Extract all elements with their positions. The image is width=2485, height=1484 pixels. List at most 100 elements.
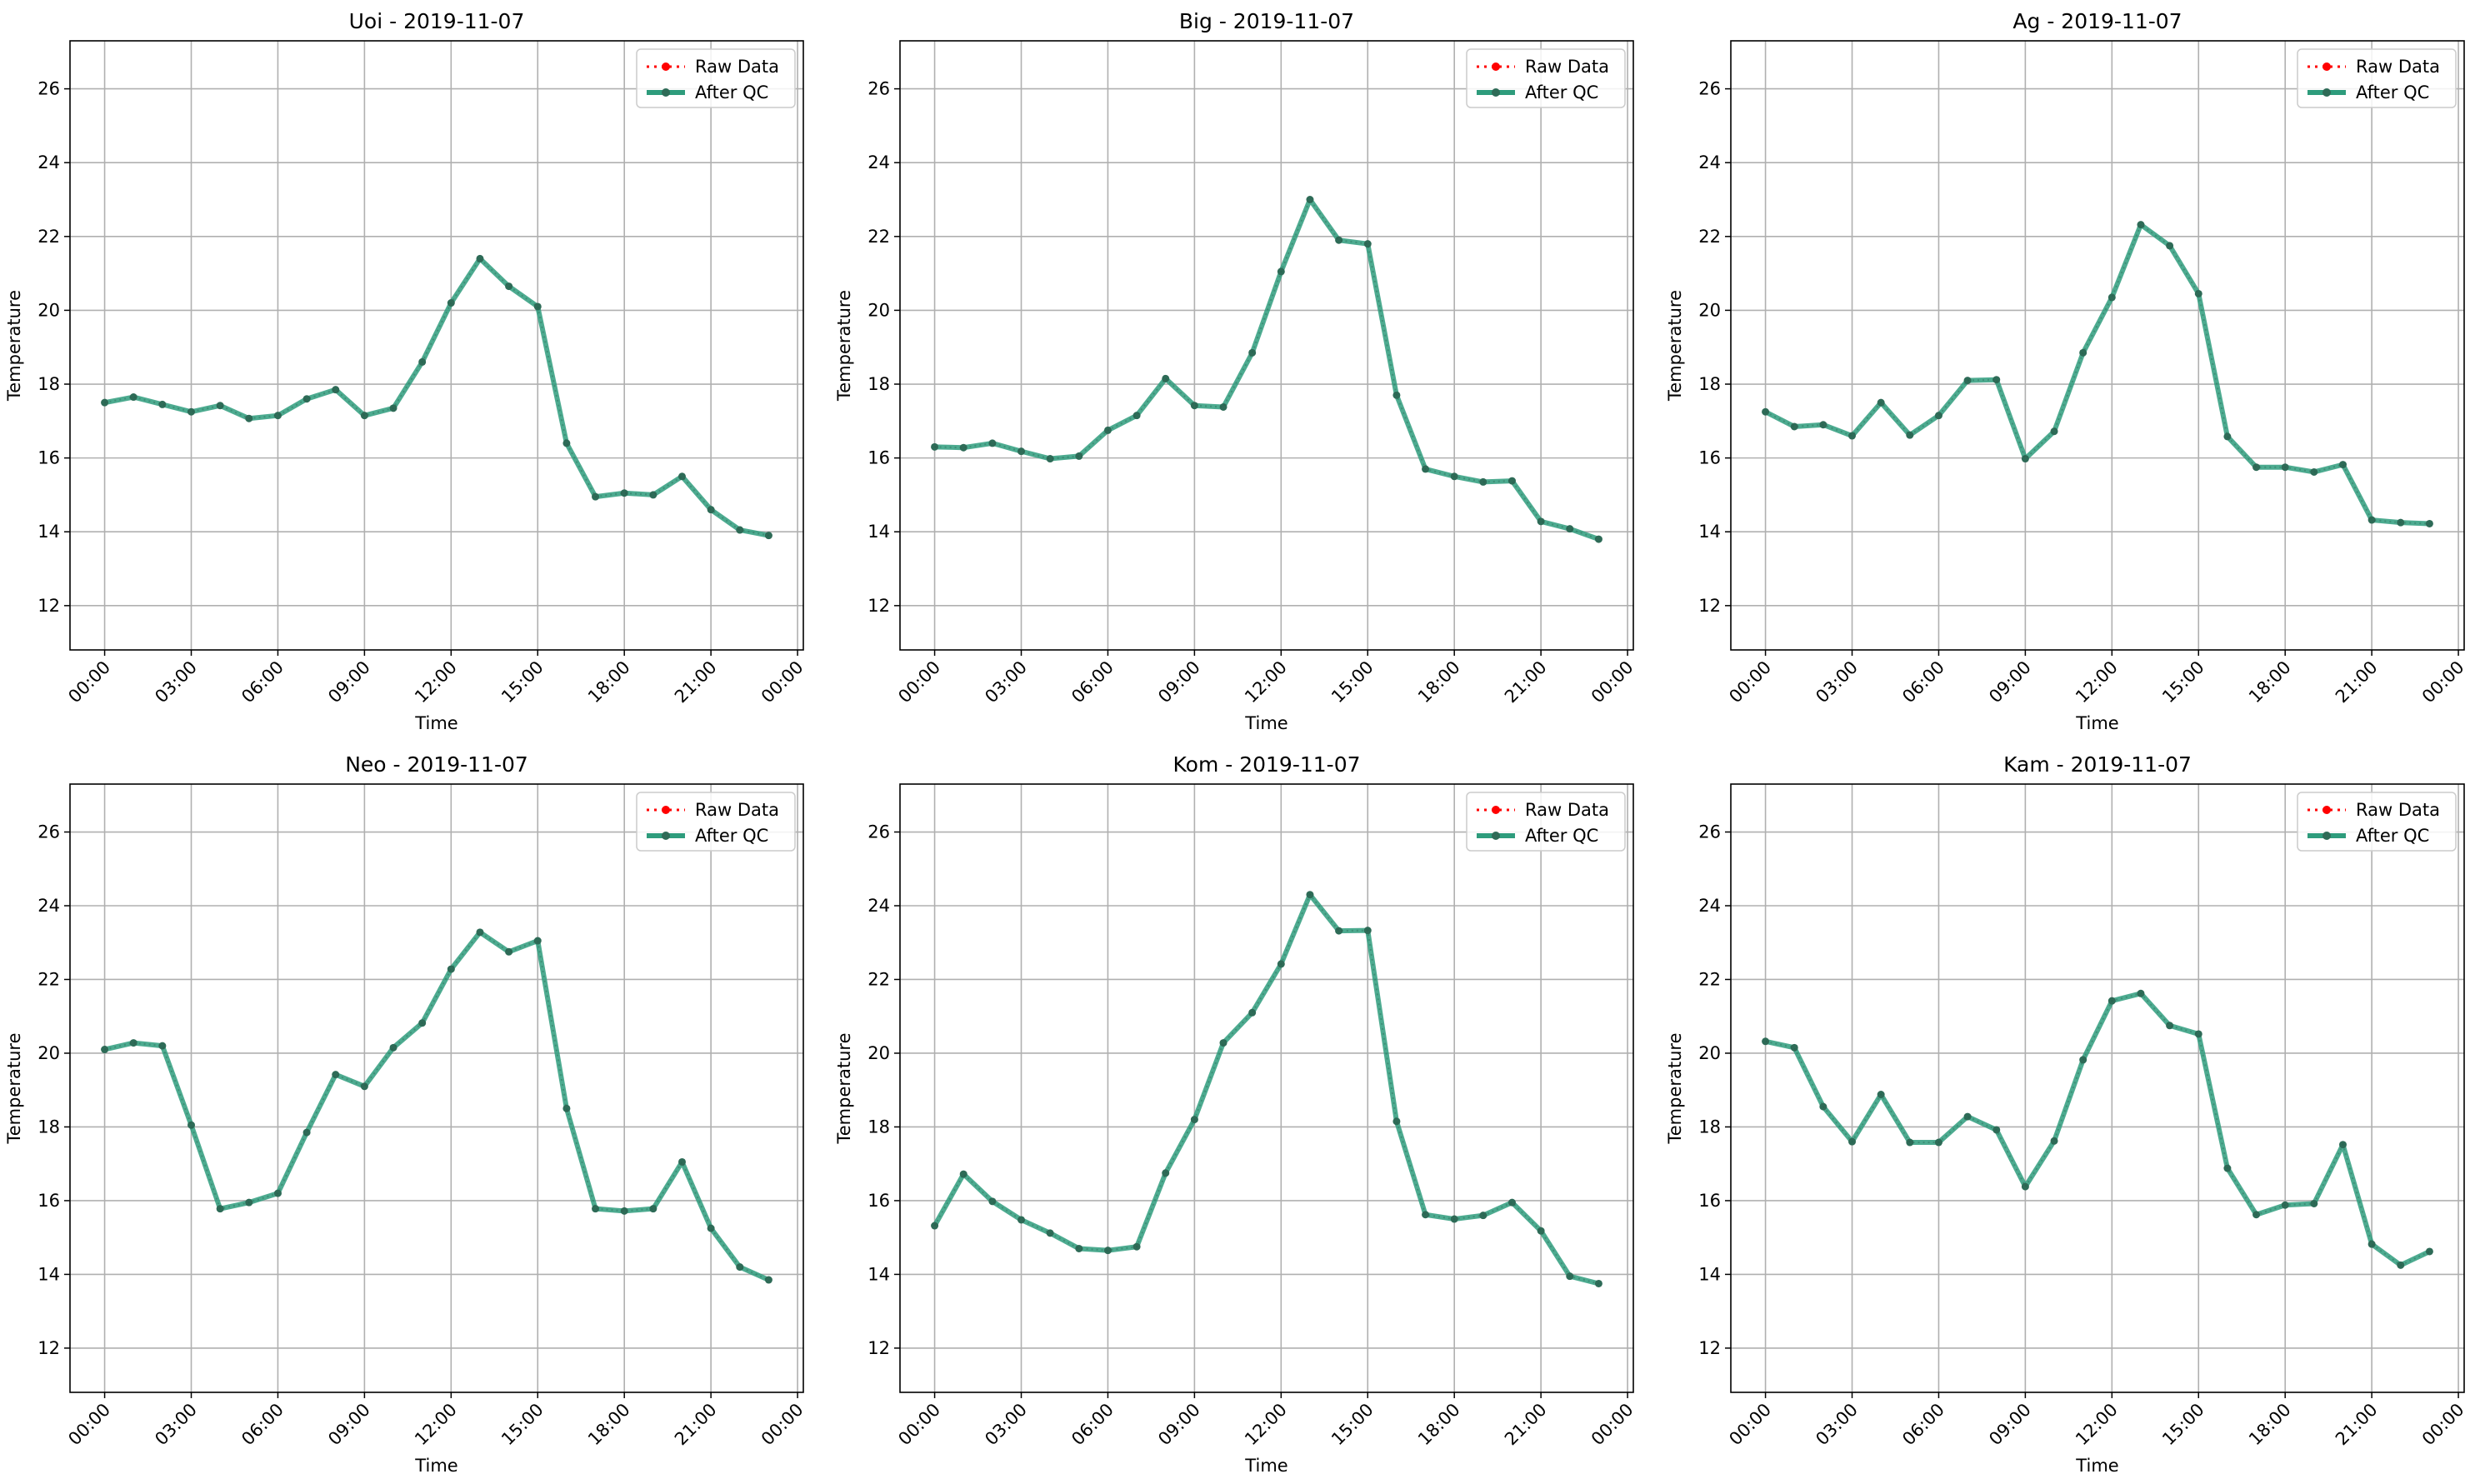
- y-tick-label: 18: [38, 1117, 60, 1137]
- after-qc-point: [2252, 463, 2261, 472]
- legend: Raw Data After QC: [1466, 792, 1626, 852]
- after-qc-point: [988, 439, 997, 447]
- y-tick-label: 16: [868, 448, 890, 468]
- plot-frame: [1730, 40, 2465, 651]
- plot-frame: [69, 40, 804, 651]
- legend-raw-label: Raw Data: [695, 800, 779, 820]
- after-qc-point: [389, 1043, 398, 1052]
- x-tick-label: 00:00: [2418, 657, 2468, 707]
- after-qc-point: [649, 1205, 658, 1213]
- after-qc-point: [1566, 525, 1574, 533]
- after-qc-point: [2194, 1030, 2202, 1038]
- after-qc-point: [101, 1046, 109, 1054]
- after-qc-point: [1934, 412, 1942, 420]
- after-qc-point: [1335, 927, 1343, 935]
- subplot-4: 12 14 16 18 20 22 24 26 00:00 03:00 06:00 09:00 12:0…: [4, 752, 808, 1476]
- after-qc-point: [1422, 1211, 1430, 1219]
- after-qc-point: [158, 1042, 167, 1050]
- legend: Raw Data After QC: [1466, 48, 1626, 108]
- x-tick-label: 09:00: [324, 657, 374, 707]
- after-qc-point: [245, 414, 253, 422]
- y-tick-label: 26: [38, 79, 60, 99]
- after-qc-point: [2368, 516, 2376, 524]
- x-tick-label: 03:00: [151, 657, 201, 707]
- after-qc-point: [2137, 221, 2145, 229]
- legend-qc-label: After QC: [2356, 82, 2429, 102]
- x-tick-label: 00:00: [1725, 657, 1775, 707]
- after-qc-point: [1963, 1112, 1972, 1121]
- after-qc-point: [1537, 1227, 1545, 1235]
- after-qc-point: [1762, 407, 1770, 416]
- y-tick-label: 16: [1698, 1191, 1721, 1211]
- after-qc-point: [620, 489, 628, 497]
- after-qc-point: [1219, 402, 1228, 411]
- x-tick-label: 00:00: [64, 1400, 114, 1450]
- x-tick-label: 09:00: [1154, 657, 1204, 707]
- legend-qc-marker: [2322, 832, 2331, 840]
- after-qc-point: [1335, 236, 1343, 244]
- after-qc-point: [1877, 1091, 1885, 1099]
- y-tick-label: 18: [868, 1117, 890, 1137]
- after-qc-point: [2425, 519, 2433, 527]
- y-tick-label: 20: [38, 300, 60, 320]
- y-tick-label: 22: [868, 969, 890, 989]
- x-tick-label: 21:00: [2332, 1400, 2382, 1450]
- x-tick-label: 21:00: [2332, 657, 2382, 707]
- y-tick-label: 20: [1698, 1043, 1721, 1063]
- x-tick-label: 15:00: [2158, 1400, 2208, 1450]
- series-after-qc-line: [932, 892, 1600, 1287]
- after-qc-point: [158, 400, 167, 408]
- x-axis-label: Time: [2075, 713, 2118, 733]
- y-tick-label: 24: [868, 896, 890, 916]
- x-tick-label: 00:00: [894, 1400, 944, 1450]
- y-axis-label: Temperature: [4, 290, 24, 402]
- x-tick-label: 03:00: [151, 1400, 201, 1450]
- subplot-1: 12 14 16 18 20 22 24 26 00:00 03:00 06:00 09:00 12:0…: [4, 9, 808, 733]
- after-qc-point: [2223, 432, 2232, 441]
- y-tick-label: 12: [38, 596, 60, 616]
- x-tick-label: 12:00: [2072, 1400, 2122, 1450]
- legend-raw-marker: [1492, 62, 1500, 71]
- after-qc-point: [273, 412, 282, 420]
- after-qc-point: [562, 1104, 571, 1112]
- y-tick-label: 12: [868, 596, 890, 616]
- subplot-title: Uoi - 2019-11-07: [349, 9, 525, 33]
- x-axis-label: Time: [414, 713, 458, 733]
- y-tick-label: 12: [38, 1338, 60, 1358]
- y-tick-label: 14: [38, 522, 60, 542]
- legend-qc-marker: [2322, 88, 2331, 97]
- after-qc-point: [678, 472, 686, 481]
- y-tick-label: 22: [868, 227, 890, 247]
- after-qc-point: [1306, 891, 1314, 899]
- after-qc-point: [360, 412, 368, 420]
- after-qc-point: [332, 386, 340, 394]
- y-tick-label: 26: [38, 822, 60, 842]
- after-qc-point: [2079, 1056, 2088, 1064]
- after-qc-point: [764, 1276, 772, 1284]
- legend-raw-marker: [2322, 806, 2331, 814]
- after-qc-point: [1162, 1169, 1170, 1177]
- legend-raw-label: Raw Data: [1525, 57, 1609, 77]
- after-qc-point: [418, 1019, 427, 1027]
- after-qc-point: [505, 947, 513, 956]
- x-axis-label: Time: [1244, 1456, 1288, 1476]
- after-qc-point: [1219, 1039, 1228, 1047]
- after-qc-point: [476, 254, 484, 262]
- y-tick-label: 22: [38, 227, 60, 247]
- series-raw-data-line: [933, 892, 1599, 1285]
- after-qc-point: [533, 302, 542, 311]
- series-raw-data-line: [1765, 223, 2430, 525]
- after-qc-point: [101, 398, 109, 407]
- after-qc-point: [1103, 426, 1112, 434]
- after-qc-point: [1132, 412, 1141, 420]
- legend-qc-label: After QC: [2356, 826, 2429, 846]
- after-qc-point: [2194, 289, 2202, 297]
- after-qc-point: [620, 1207, 628, 1215]
- y-tick-label: 22: [1698, 969, 1721, 989]
- x-tick-label: 21:00: [671, 657, 721, 707]
- x-tick-label: 03:00: [981, 1400, 1031, 1450]
- after-qc-point: [1508, 477, 1516, 485]
- after-qc-point: [1306, 196, 1314, 204]
- after-qc-point: [562, 439, 571, 447]
